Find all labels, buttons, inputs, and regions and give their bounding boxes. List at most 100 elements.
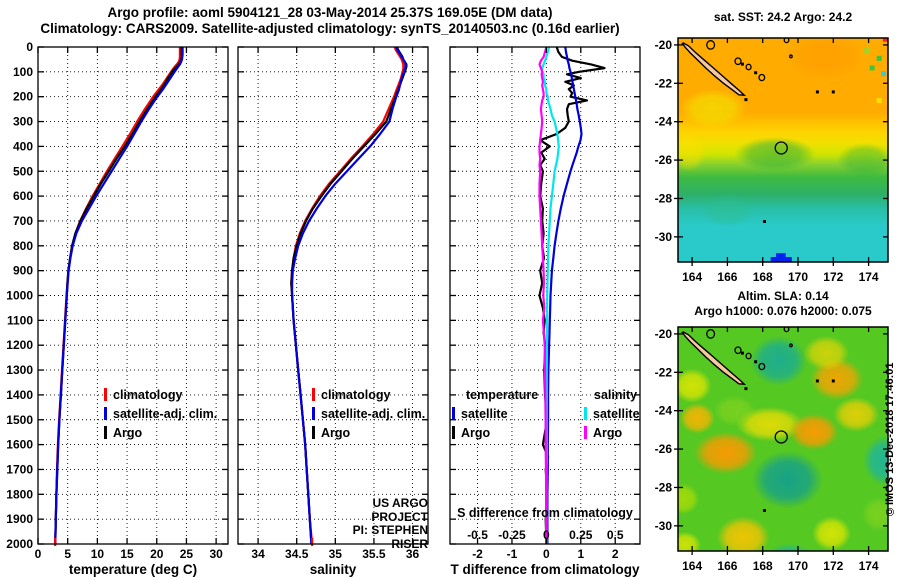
sla-map-title-line1: Altim. SLA: 0.14 [737, 289, 829, 303]
svg-text:0: 0 [543, 547, 550, 561]
svg-text:-28: -28 [655, 480, 673, 494]
islet-outline [789, 343, 793, 348]
difference-legend-temperature: temperature satellite Argo [452, 386, 538, 443]
project-annotation-line1: US ARGO PROJECT [371, 496, 428, 524]
svg-text:35: 35 [329, 547, 343, 561]
svg-text:1100: 1100 [7, 313, 33, 327]
svg-text:25: 25 [180, 547, 194, 561]
islet-outline [758, 73, 766, 82]
svg-text:0: 0 [26, 40, 33, 54]
islet-outline [745, 63, 752, 71]
svg-text:34.5: 34.5 [285, 547, 309, 561]
s-satellite-line-swatch [584, 407, 587, 420]
sla-map-ticks [674, 327, 888, 555]
difference-plot-line-t-satellite [546, 46, 583, 544]
legend-item-s-argo: Argo [584, 424, 640, 443]
svg-text:15: 15 [120, 547, 134, 561]
t-difference-axis-label: T difference from climatology [450, 562, 640, 577]
svg-text:600: 600 [13, 189, 33, 203]
sla-map-title-line2: Argo h1000: 0.076 h2000: 0.075 [694, 304, 872, 318]
islet-dot [754, 71, 758, 75]
svg-text:174: 174 [859, 559, 879, 573]
temperature-profile: 0 5 10 15 20 25 300100200300400500600700800900… [6, 40, 229, 561]
argo-float-position-marker [774, 141, 788, 155]
difference-plot: -2 -1 0 1 2 -0.5 -0.25 0 0.25 0.5 [449, 46, 641, 561]
svg-text:1500: 1500 [6, 413, 33, 427]
svg-text:164: 164 [682, 559, 702, 573]
svg-text:200: 200 [13, 90, 33, 104]
svg-text:170: 170 [788, 270, 808, 284]
svg-text:172: 172 [823, 270, 843, 284]
svg-text:900: 900 [13, 264, 33, 278]
sst-map-islands [681, 38, 835, 223]
svg-text:-26: -26 [655, 153, 673, 167]
svg-text:5: 5 [64, 547, 71, 561]
islet-dot [831, 90, 835, 94]
svg-text:2000: 2000 [6, 537, 33, 551]
sst-map-ytick-labels: -20 -22 -24 -26 -28 -30 [655, 38, 673, 244]
legend-label: satellite-adj. clim. [321, 407, 426, 421]
climatology-line-swatch [104, 388, 107, 401]
s-difference-inner-axis-label: S difference from climatology [457, 506, 633, 520]
salinity-profile-grid [238, 46, 428, 545]
islet-dot [815, 379, 819, 383]
figure-title-line1: Argo profile: aoml 5904121_28 03-May-201… [107, 5, 553, 20]
svg-text:0: 0 [543, 528, 550, 542]
argo-float-position-marker [774, 430, 788, 444]
temperature-profile-series [54, 47, 184, 545]
sla-map-islands [681, 327, 835, 512]
figure-title-line2: Climatology: CARS2009. Satellite-adjuste… [40, 21, 620, 36]
svg-text:-30: -30 [655, 230, 673, 244]
svg-text:-20: -20 [655, 38, 673, 52]
difference-plot-line-s-satellite [541, 46, 560, 544]
legend-label: Argo [593, 426, 623, 440]
legend-item-satellite-adj-clim: satellite-adj. clim. [312, 405, 425, 424]
salinity-axis-label: salinity [309, 562, 357, 577]
svg-text:1000: 1000 [6, 289, 33, 303]
islet-outline [783, 327, 790, 333]
islet-dot [740, 351, 744, 355]
new-caledonia-island [681, 331, 747, 386]
islet-dot [744, 387, 748, 391]
legend-item-t-satellite: satellite [452, 405, 538, 424]
svg-text:-1: -1 [507, 547, 518, 561]
legend-label: satellite-adj. clim. [113, 407, 218, 421]
project-annotation-line2: PI: STEPHEN RISER [352, 523, 428, 551]
islet-dot [740, 62, 744, 66]
islet-outline [745, 352, 752, 360]
temperature-profile-line-satellite-adj--clim- [54, 47, 184, 545]
difference-plot-s-axis-tick-labels: -0.5 -0.25 0 0.25 0.5 [467, 528, 624, 542]
legend-item-satellite-adj-clim: satellite-adj. clim. [104, 405, 217, 424]
svg-text:1900: 1900 [6, 512, 33, 526]
svg-text:1700: 1700 [6, 462, 33, 476]
svg-text:-30: -30 [655, 519, 673, 533]
svg-text:1: 1 [577, 547, 584, 561]
argo-line-swatch [312, 426, 315, 439]
svg-text:300: 300 [13, 115, 33, 129]
sla-map-ytick-labels: -20 -22 -24 -26 -28 -30 [655, 327, 673, 533]
temperature-profile-ytick-labels: 0 100 200 300 400 500 600 700 800 900 1000 1100 1200… [6, 40, 33, 551]
svg-text:500: 500 [13, 164, 33, 178]
sla-map-image [678, 327, 888, 551]
temperature-legend: climatology satellite-adj. clim. Argo [104, 386, 217, 443]
svg-text:0.5: 0.5 [607, 528, 624, 542]
legend-label: Argo [113, 426, 143, 440]
svg-text:10: 10 [91, 547, 105, 561]
islet-outline [789, 54, 793, 59]
svg-text:164: 164 [682, 270, 702, 284]
s-argo-line-swatch [584, 426, 587, 439]
svg-text:35.5: 35.5 [362, 547, 386, 561]
legend-header-temperature: temperature [466, 388, 539, 402]
svg-text:1400: 1400 [6, 388, 33, 402]
svg-text:168: 168 [753, 559, 773, 573]
salinity-profile-xtick-labels: 34 34.5 35 35.5 36 [251, 547, 419, 561]
difference-plot-line-s-argo [538, 46, 548, 545]
svg-text:34: 34 [251, 547, 265, 561]
legend-item-s-satellite: satellite [584, 405, 640, 424]
islet-outline [783, 38, 790, 44]
islet-dot [754, 360, 758, 364]
legend-label: satellite [461, 407, 508, 421]
svg-text:800: 800 [13, 239, 33, 253]
imos-credit: ©IMOS 13-Dec-2018 17:46:01 [884, 362, 896, 518]
